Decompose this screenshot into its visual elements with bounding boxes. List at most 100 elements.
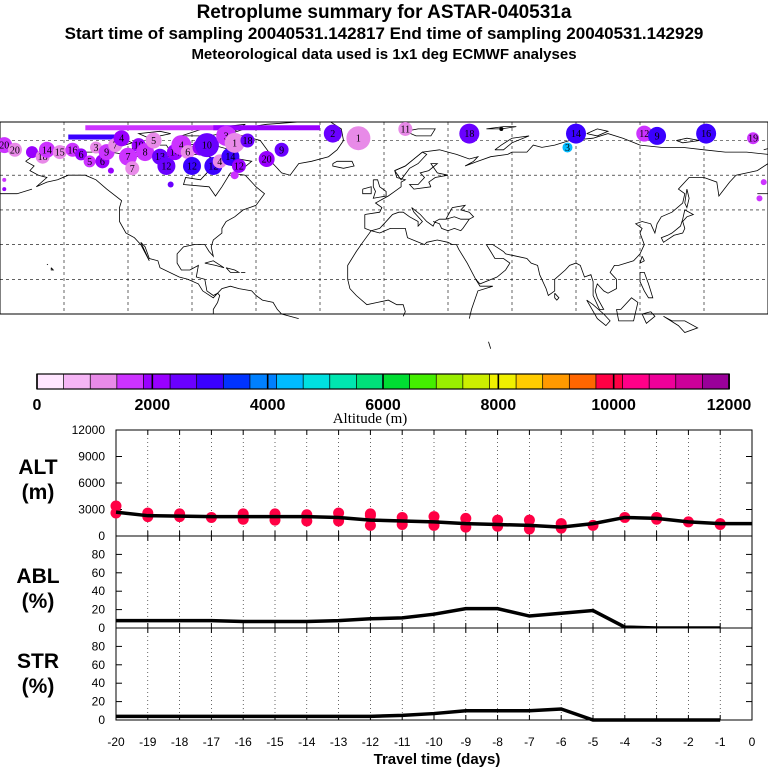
colorbar-tick-label: 6000 <box>365 397 401 414</box>
coastline <box>0 188 33 195</box>
colorbar-tick-label: 0 <box>33 397 42 414</box>
plume-bubble <box>107 167 114 174</box>
plume-bubble <box>398 121 413 136</box>
plume-bubble <box>756 195 763 202</box>
colorbar-swatch <box>489 373 517 390</box>
plume-bubble-label: 19 <box>748 134 758 145</box>
coastline <box>616 297 639 322</box>
coastline <box>212 292 221 314</box>
x-tick-label: -14 <box>298 735 316 749</box>
str-panel-label: STR <box>17 650 59 673</box>
coastline <box>137 130 171 139</box>
plume-bubble-label: 6 <box>185 148 190 159</box>
colorbar-swatch <box>542 373 571 390</box>
x-tick-label: -12 <box>362 735 380 749</box>
y-tick-label: 6000 <box>78 476 105 490</box>
colorbar-tick-label: 8000 <box>481 397 517 414</box>
x-axis-title: Travel time (days) <box>374 751 501 768</box>
x-tick-label: -11 <box>394 735 411 749</box>
x-tick-label: 0 <box>749 735 756 749</box>
x-tick-label: -3 <box>651 735 662 749</box>
map-plume-bubbles: 2020181415166536974771085131214461251012… <box>0 121 767 202</box>
plume-bubble-label: 14 <box>170 148 180 159</box>
coastline <box>394 151 428 181</box>
plume-bubble-label: 6 <box>100 157 105 168</box>
colorbar-swatch <box>63 373 92 390</box>
x-tick-label: -16 <box>235 735 253 749</box>
x-tick-label: -18 <box>171 735 189 749</box>
coastline <box>408 163 449 190</box>
plume-bubble <box>323 124 342 143</box>
coastline <box>332 160 355 169</box>
alt-point <box>523 514 535 526</box>
plume-bubble <box>180 145 195 160</box>
str-panel-unit: (%) <box>22 675 55 698</box>
coastline <box>639 272 654 299</box>
plume-bubble <box>696 123 717 144</box>
plume-bubble-label: 7 <box>130 164 135 175</box>
plume-bubble-label: 16 <box>701 129 711 140</box>
coastline <box>586 299 611 327</box>
plume-bubble <box>760 179 767 186</box>
plume-bubble <box>274 142 289 157</box>
colorbar-swatch <box>249 373 278 390</box>
abl-panel-label: ABL <box>16 565 59 588</box>
colorbar-swatch <box>515 373 544 390</box>
plume-bubble <box>648 126 667 145</box>
x-tick-label: -1 <box>715 735 726 749</box>
plume-bubble <box>346 126 371 151</box>
chart-title: Retroplume summary for ASTAR-040531a <box>196 2 572 23</box>
plume-bubble <box>145 132 162 149</box>
y-tick-label: 12000 <box>72 423 106 437</box>
plume-bubble-label: 2 <box>330 129 335 140</box>
y-tick-label: 20 <box>92 695 106 709</box>
met-data-note: Meteorological data used is 1x1 deg ECMW… <box>191 46 577 63</box>
plume-bubble-label: 10 <box>202 141 212 152</box>
coastline <box>25 146 266 299</box>
x-tick-label: -19 <box>139 735 157 749</box>
y-tick-label: 60 <box>92 566 106 580</box>
colorbar-tick-label: 10000 <box>591 397 636 414</box>
colorbar-swatch <box>143 373 171 390</box>
plume-bubble <box>2 187 7 192</box>
plume-bubble <box>2 177 7 182</box>
coastline <box>554 292 560 301</box>
plume-bubble-label: 13 <box>155 152 165 163</box>
plume-bubble-label: 3 <box>224 131 229 142</box>
colorbar-tick-label: 4000 <box>250 397 286 414</box>
plume-bubble-label: 20 <box>10 145 20 156</box>
coastline <box>217 285 299 319</box>
plume-bubble <box>83 155 96 168</box>
plume-bubble-label: 15 <box>55 148 65 159</box>
plume-bubble <box>7 142 22 157</box>
colorbar-swatch <box>329 373 358 390</box>
coastline <box>639 256 645 264</box>
y-tick-label: 80 <box>92 639 106 653</box>
coastline <box>225 267 241 273</box>
colorbar-swatch <box>702 373 730 390</box>
plume-bubble <box>224 132 245 153</box>
colorbar-swatch <box>89 373 118 390</box>
plume-bubble-label: 5 <box>151 136 156 147</box>
plume-bubble-label: 18 <box>38 152 48 163</box>
y-tick-label: 60 <box>92 658 106 672</box>
colorbar-swatch <box>196 373 225 390</box>
coastline <box>660 209 695 243</box>
plume-bubble-label: 14 <box>42 145 52 156</box>
x-tick-label: -6 <box>556 735 567 749</box>
plume-bubble <box>52 145 67 160</box>
colorbar-tick-label: 12000 <box>707 397 752 414</box>
coastline <box>488 341 492 349</box>
colorbar-swatch <box>675 373 704 390</box>
coastline <box>486 126 517 130</box>
map-panel: 2020181415166536974771085131214461251012… <box>0 121 768 349</box>
plume-bubble-label: 12 <box>234 161 244 172</box>
y-tick-label: 9000 <box>78 450 105 464</box>
coastline <box>362 186 372 195</box>
plume-bubble <box>157 156 176 175</box>
colorbar-swatch <box>568 373 597 390</box>
colorbar-swatch <box>116 373 145 390</box>
colorbar-swatch <box>622 373 651 390</box>
alt-panel-label: ALT <box>18 456 57 479</box>
